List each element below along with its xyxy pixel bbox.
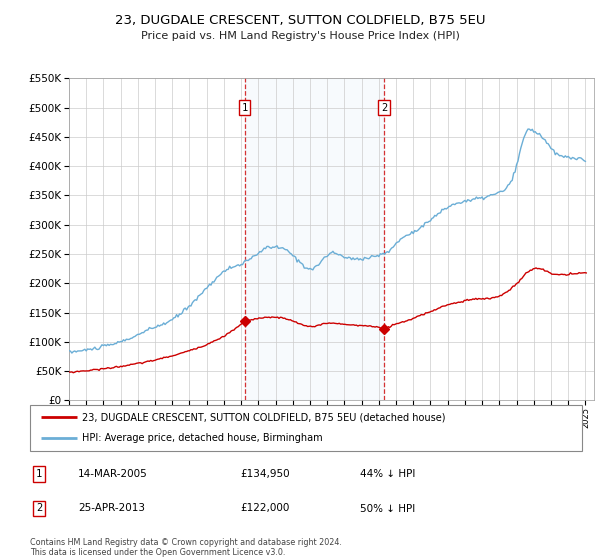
Bar	[245, 78, 384, 400]
Text: 1: 1	[241, 102, 248, 113]
Text: 44% ↓ HPI: 44% ↓ HPI	[360, 469, 415, 479]
Text: HPI: Average price, detached house, Birmingham: HPI: Average price, detached house, Birm…	[82, 433, 323, 444]
Text: Price paid vs. HM Land Registry's House Price Index (HPI): Price paid vs. HM Land Registry's House …	[140, 31, 460, 41]
Text: 2: 2	[36, 503, 42, 514]
Text: 2: 2	[381, 102, 387, 113]
Text: 23, DUGDALE CRESCENT, SUTTON COLDFIELD, B75 5EU (detached house): 23, DUGDALE CRESCENT, SUTTON COLDFIELD, …	[82, 412, 446, 422]
Text: Contains HM Land Registry data © Crown copyright and database right 2024.
This d: Contains HM Land Registry data © Crown c…	[30, 538, 342, 557]
Text: £122,000: £122,000	[240, 503, 289, 514]
Text: 14-MAR-2005: 14-MAR-2005	[78, 469, 148, 479]
FancyBboxPatch shape	[30, 405, 582, 451]
Text: 25-APR-2013: 25-APR-2013	[78, 503, 145, 514]
Text: £134,950: £134,950	[240, 469, 290, 479]
Text: 1: 1	[36, 469, 42, 479]
Text: 23, DUGDALE CRESCENT, SUTTON COLDFIELD, B75 5EU: 23, DUGDALE CRESCENT, SUTTON COLDFIELD, …	[115, 14, 485, 27]
Text: 50% ↓ HPI: 50% ↓ HPI	[360, 503, 415, 514]
